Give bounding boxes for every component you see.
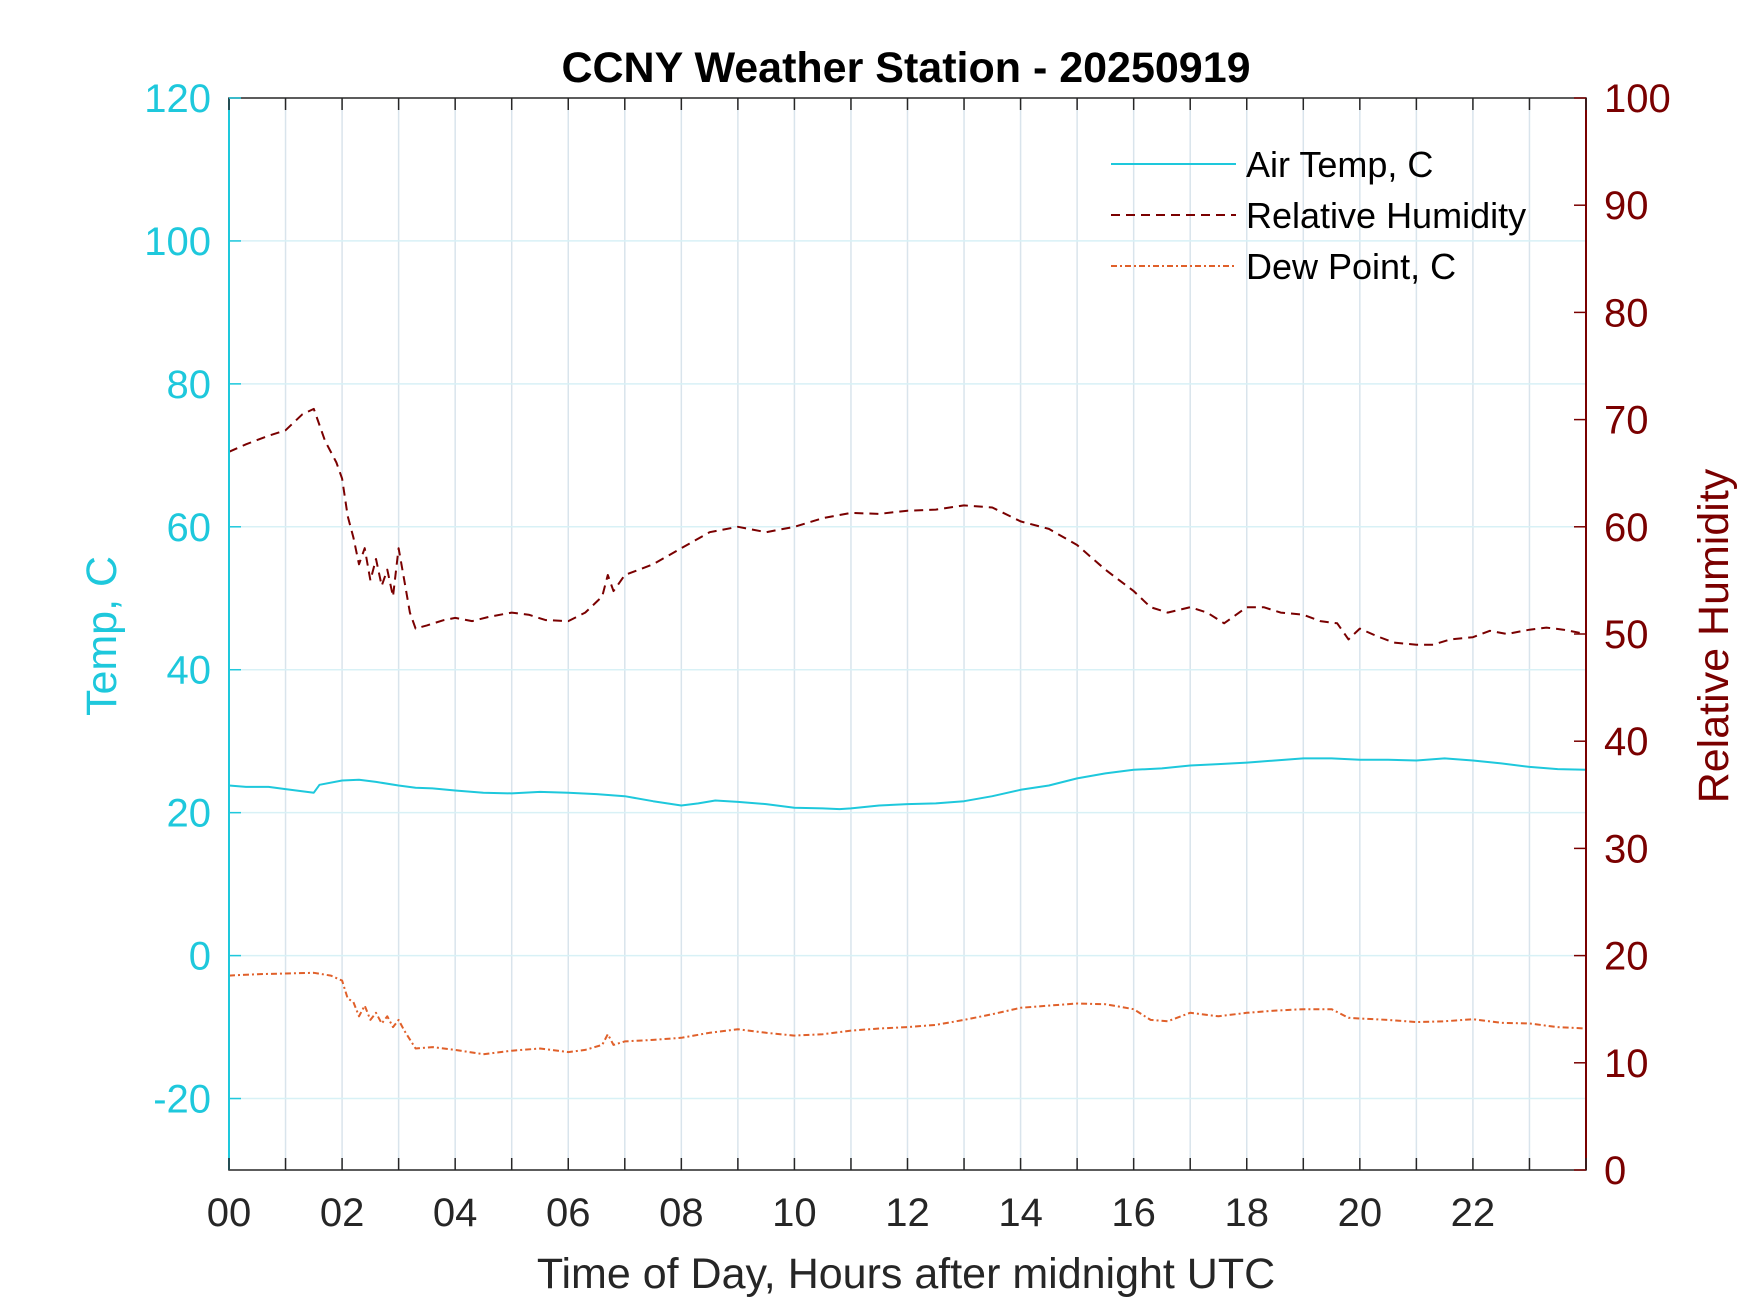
x-tick-label: 06 [546,1191,591,1235]
x-tick-label: 00 [207,1191,252,1235]
right-y-tick-label: 10 [1604,1042,1649,1086]
chart-title: CCNY Weather Station - 20250919 [561,44,1250,92]
left-y-tick-label: 100 [144,220,211,264]
x-tick-label: 12 [885,1191,930,1235]
left-y-tick-label: 0 [189,935,211,979]
x-tick-label: 02 [320,1191,365,1235]
legend: Air Temp, C Relative Humidity Dew Point, C [1111,144,1526,287]
grid-layer [229,98,1586,1170]
x-tick-label: 08 [659,1191,704,1235]
left-y-tick-label: 60 [167,506,212,550]
right-y-tick-label: 100 [1604,77,1671,121]
right-y-tick-label: 30 [1604,827,1649,871]
left-y-tick-label: 20 [167,792,212,836]
dew-point-line [228,971,1587,1056]
series-layer [228,407,1587,1056]
x-tick-label: 10 [772,1191,817,1235]
right-y-tick-label: 60 [1604,506,1649,550]
legend-entry-dew-point-label: Dew Point, C [1246,246,1456,287]
x-tick-label: 16 [1111,1191,1156,1235]
air-temp-line [228,757,1587,811]
right-y-tick-label: 90 [1604,184,1649,228]
x-tick-label: 22 [1451,1191,1496,1235]
x-tick-label: 14 [998,1191,1043,1235]
relative-humidity-line [228,407,1587,646]
x-tick-label: 18 [1225,1191,1270,1235]
left-y-tick-label: 80 [167,363,212,407]
right-y-axis-label: Relative Humidity [1690,468,1738,803]
right-y-tick-label: 50 [1604,613,1649,657]
x-tick-label: 20 [1338,1191,1383,1235]
right-y-tick-label: 80 [1604,291,1649,335]
right-y-tick-label: 70 [1604,399,1649,443]
left-y-tick-label: 120 [144,77,211,121]
right-y-tick-label: 20 [1604,935,1649,979]
right-y-tick-label: 0 [1604,1149,1626,1193]
left-y-tick-label: 40 [167,649,212,693]
legend-entry-air-temp-label: Air Temp, C [1246,144,1433,185]
x-tick-label: 04 [433,1191,478,1235]
right-y-tick-label: 40 [1604,720,1649,764]
left-y-axis-label: Temp, C [78,556,126,716]
x-axis-label: Time of Day, Hours after midnight UTC [537,1250,1275,1298]
left-y-tick-label: -20 [153,1078,211,1122]
ticks-layer: 00 02 04 06 08 10 12 14 16 18 20 22-200204060801001… [144,77,1671,1235]
legend-entry-relative-humidity-label: Relative Humidity [1246,195,1526,236]
